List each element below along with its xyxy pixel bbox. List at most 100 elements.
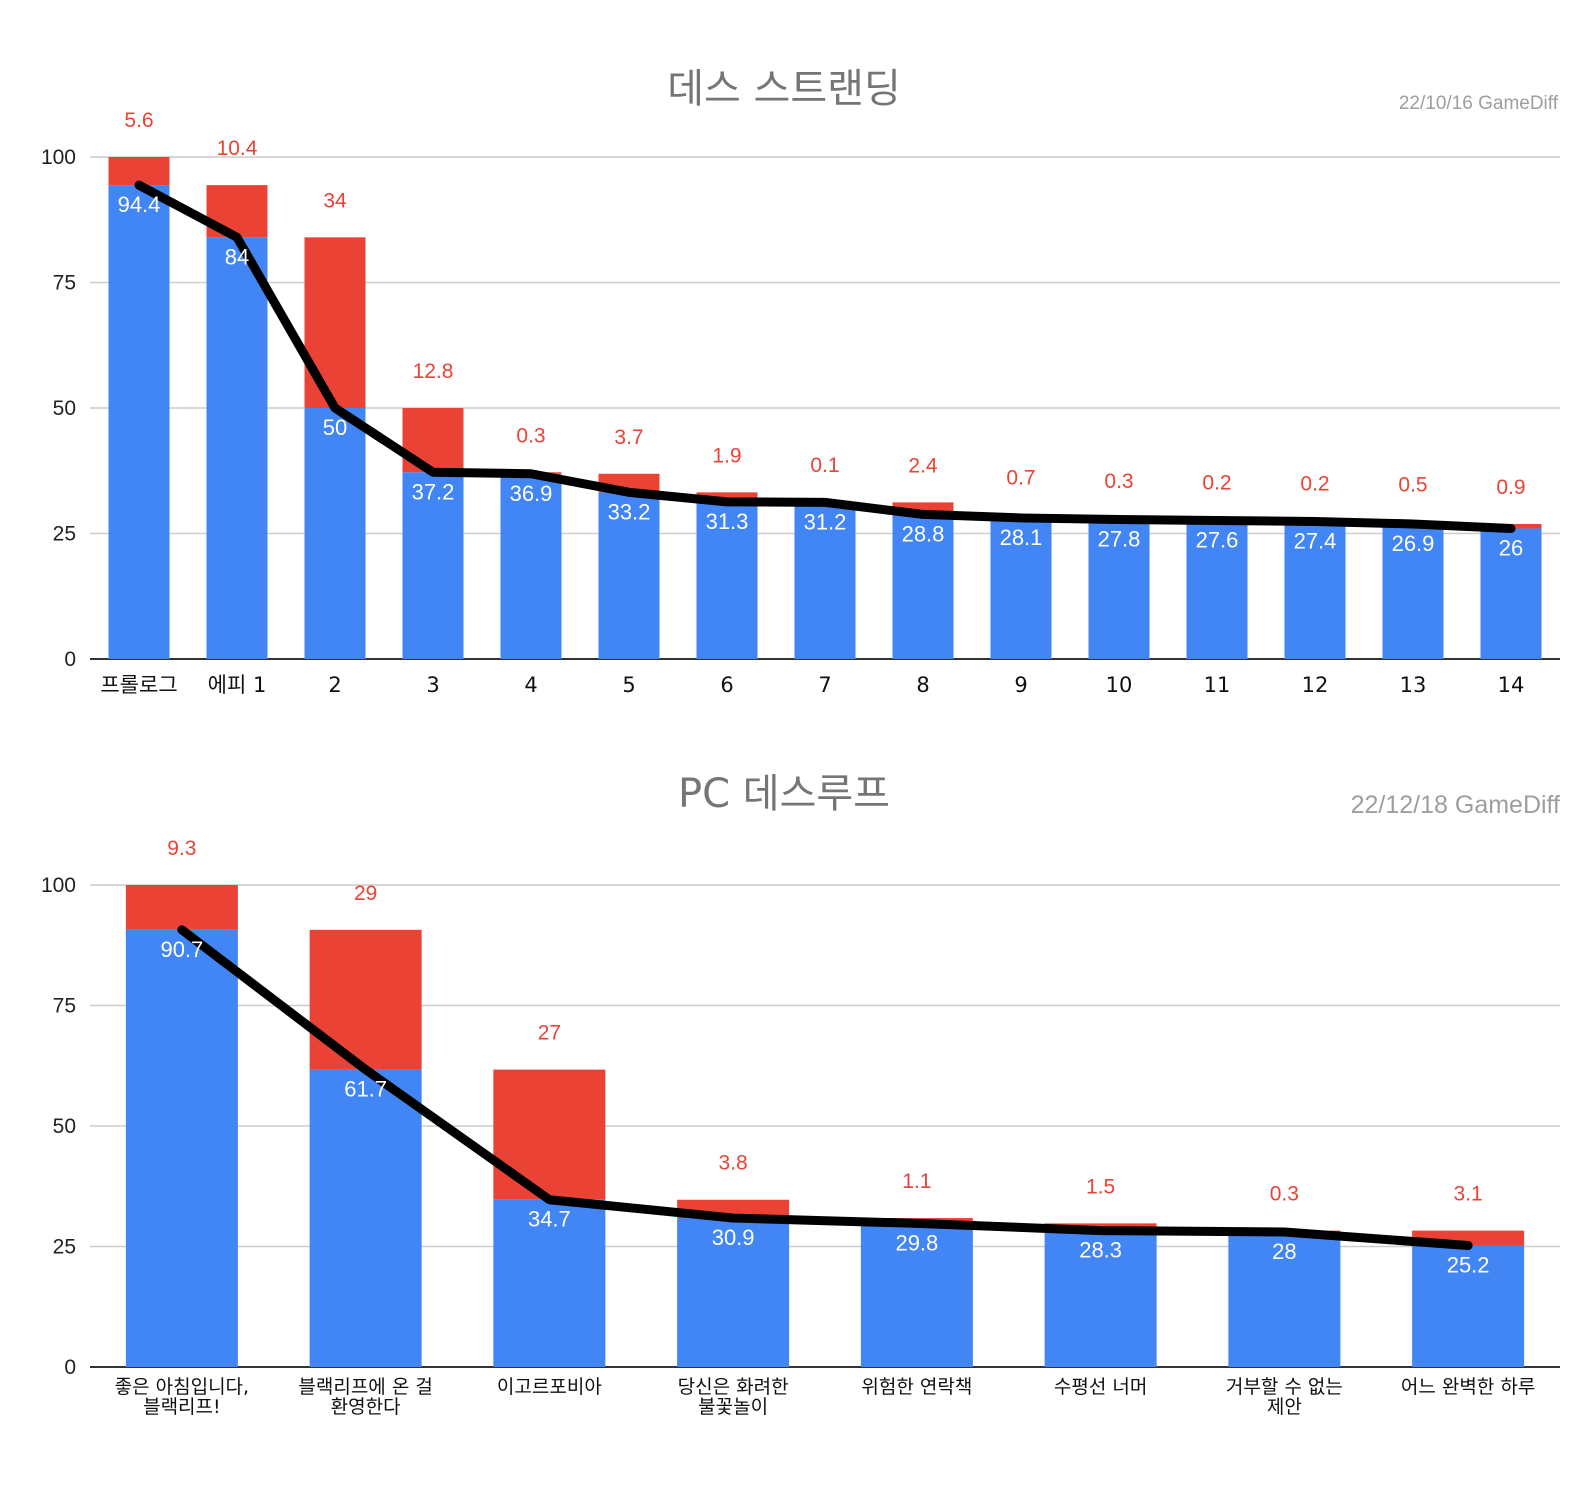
chart-2-y-tick-label: 50 [53, 1115, 76, 1138]
chart-1-x-tick-label: 에피 1 [208, 673, 267, 697]
chart-2-bar-base [1412, 1245, 1525, 1367]
chart-1-x-tick-line: 4 [524, 673, 537, 697]
chart-1-label-base: 26 [1499, 535, 1523, 560]
chart-2-x-tick-line: 불꽃놀이 [698, 1396, 768, 1418]
chart-1-bar-extra [304, 237, 366, 408]
chart-2: PC 데스루프 22/12/18 GameDiff 0 25 50 75 100 90.… [41, 771, 1560, 1418]
chart-2-label-base: 90.7 [160, 937, 203, 962]
chart-1-x-tick-label: 프롤로그 [100, 673, 177, 697]
chart-1-x-tick-line: 10 [1106, 673, 1133, 697]
chart-1-bar-base [206, 237, 268, 659]
chart-2-x-axis: 좋은 아침입니다, 블랙리프! 블랙리프에 온 걸 환영한다 이고르포비아 당신은 화려한… [115, 1376, 1536, 1418]
chart-2-y-axis: 0 25 50 75 100 [41, 874, 76, 1379]
chart-2-bar-extra [309, 929, 422, 1070]
chart-2-label-extra: 27 [538, 1022, 561, 1045]
chart-2-y-tick-label: 0 [64, 1356, 76, 1379]
chart-2-label-base: 28.3 [1079, 1238, 1122, 1263]
chart-1-y-tick-label: 50 [53, 397, 76, 420]
chart-1-x-tick-line: 5 [622, 673, 635, 697]
chart-1-label-base: 27.6 [1196, 527, 1239, 552]
chart-1-label-base: 28.1 [1000, 525, 1043, 550]
chart-2-label-extra: 0.3 [1270, 1183, 1299, 1206]
chart-2-label-extra: 1.5 [1086, 1175, 1115, 1198]
chart-1-bar-base [598, 492, 660, 659]
chart-1-label-base: 94.4 [118, 192, 161, 217]
chart-2-bar-base [125, 929, 238, 1367]
chart-1-label-extra: 0.2 [1300, 472, 1329, 495]
chart-1-bar-base [892, 514, 954, 659]
chart-1-label-base: 26.9 [1392, 531, 1435, 556]
chart-2-x-tick-label: 이고르포비아 [497, 1376, 602, 1398]
chart-1-x-tick-label: 3 [426, 673, 439, 697]
chart-1-x-tick-label: 10 [1106, 673, 1133, 697]
chart-2-x-tick-line: 환영한다 [331, 1396, 401, 1418]
chart-1-x-tick-line: 9 [1014, 673, 1027, 697]
chart-2-bar-base [1228, 1232, 1341, 1367]
chart-1-label-base: 27.4 [1294, 528, 1337, 553]
chart-2-x-tick-line: 당신은 화려한 [678, 1376, 789, 1398]
chart-1-x-axis: 프롤로그 에피 1 2 3 4 5 6 7 8 9 10 11 12 13 14 [100, 673, 1524, 697]
chart-1-label-extra: 12.8 [413, 360, 454, 383]
chart-1-bar-extra [696, 492, 758, 502]
chart-2-label-extra: 9.3 [167, 837, 196, 860]
chart-1-label-extra: 0.1 [810, 454, 839, 477]
chart-2-bar-extra [493, 1069, 606, 1200]
chart-2-title: PC 데스루프 [678, 771, 890, 817]
chart-1-label-base: 50 [323, 415, 347, 440]
chart-1-y-tick-label: 0 [64, 648, 76, 671]
chart-2-label-base: 61.7 [344, 1077, 387, 1102]
chart-1-bar-base [696, 501, 758, 659]
chart-1-bars [108, 157, 1542, 659]
chart-2-data-labels: 90.7 9.3 61.7 29 34.7 27 30.9 3.8 29.8 1.1 28.3 1.5… [160, 837, 1489, 1278]
chart-1-x-tick-label: 8 [916, 673, 929, 697]
chart-1-label-extra: 2.4 [908, 454, 938, 477]
chart-1-y-tick-label: 25 [53, 523, 76, 546]
chart-1-bar-base [990, 517, 1052, 659]
chart-2-x-tick-label: 위험한 연락책 [861, 1376, 972, 1398]
chart-1-x-tick-line: 7 [818, 673, 831, 697]
chart-1-x-tick-label: 2 [328, 673, 341, 697]
chart-1-x-tick-line: 2 [328, 673, 341, 697]
chart-1-data-labels: 94.4 5.6 84 10.4 50 34 37.2 12.8 36.9 0.3 33.2 3.7 3… [118, 109, 1526, 560]
chart-1-stamp: 22/10/16 GameDiff [1399, 93, 1559, 114]
chart-1-x-tick-label: 14 [1498, 673, 1525, 697]
chart-2-label-base: 30.9 [712, 1225, 755, 1250]
chart-1-bar-base [1186, 520, 1248, 659]
chart-2-x-tick-label: 좋은 아침입니다, 블랙리프! [115, 1376, 249, 1418]
chart-2-x-tick-line: 블랙리프에 온 걸 [298, 1376, 432, 1398]
chart-1-label-base: 27.8 [1098, 526, 1141, 551]
chart-1-line [134, 180, 1516, 533]
chart-1-bar-extra [108, 157, 170, 186]
chart-1-bar-base [402, 472, 464, 659]
chart-1-bar-base [500, 473, 562, 659]
chart-1-x-tick-line: 14 [1498, 673, 1525, 697]
chart-1-x-tick-line: 6 [720, 673, 733, 697]
chart-1-label-extra: 3.7 [614, 426, 643, 449]
chart-2-x-tick-label: 당신은 화려한 불꽃놀이 [678, 1376, 789, 1418]
chart-1-label-base: 37.2 [412, 479, 455, 504]
chart-1-bar-base [1480, 528, 1542, 659]
chart-1-x-tick-label: 5 [622, 673, 635, 697]
chart-2-x-tick-label: 수평선 너머 [1054, 1376, 1147, 1398]
chart-2-x-tick-line: 좋은 아침입니다, [115, 1376, 249, 1398]
chart-2-label-extra: 3.8 [719, 1152, 748, 1175]
chart-1-label-extra: 0.5 [1398, 473, 1427, 496]
chart-2-bar-extra [125, 885, 238, 930]
chart-2-y-tick-label: 25 [53, 1236, 76, 1259]
chart-2-label-extra: 29 [354, 882, 377, 905]
chart-2-bar-base [677, 1218, 790, 1367]
chart-1-label-extra: 0.7 [1006, 466, 1035, 489]
chart-2-label-extra: 1.1 [902, 1170, 931, 1193]
chart-1-label-extra: 0.3 [516, 424, 545, 447]
chart-2-x-tick-line: 이고르포비아 [497, 1376, 602, 1398]
chart-1-x-tick-label: 12 [1302, 673, 1329, 697]
chart-1-x-tick-line: 11 [1204, 673, 1231, 697]
chart-1-x-tick-label: 7 [818, 673, 831, 697]
chart-1-title: 데스 스트랜딩 [667, 66, 901, 112]
chart-1-bar-base [108, 185, 170, 659]
chart-2-x-tick-label: 어느 완벽한 하루 [1401, 1376, 1535, 1398]
chart-2-x-tick-line: 제안 [1267, 1396, 1302, 1418]
chart-1-label-base: 28.8 [902, 521, 945, 546]
chart-1-x-tick-line: 프롤로그 [100, 673, 177, 697]
